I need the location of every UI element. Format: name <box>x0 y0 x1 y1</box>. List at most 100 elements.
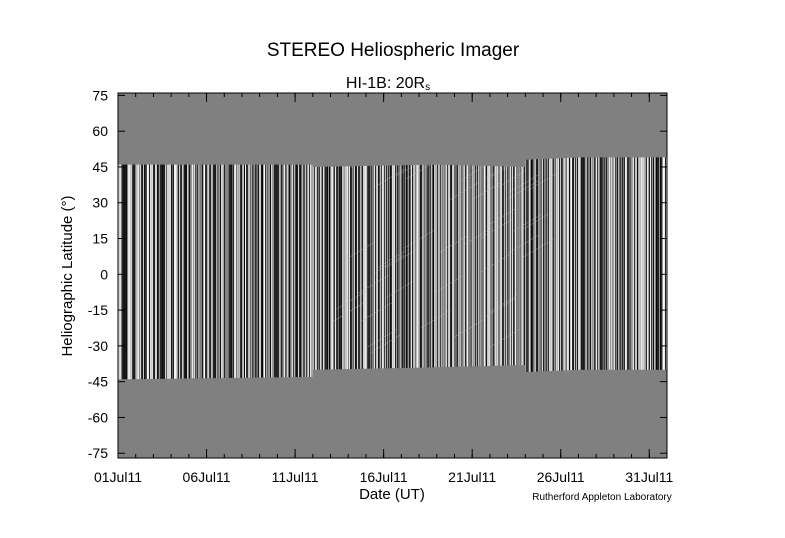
y-tick-label: 75 <box>92 87 108 103</box>
streak <box>168 157 170 380</box>
streak <box>519 157 521 380</box>
streak <box>366 157 368 380</box>
streak <box>323 157 324 380</box>
streak <box>370 157 372 380</box>
streak <box>590 157 592 380</box>
streak <box>653 157 655 380</box>
streak <box>612 157 614 380</box>
streak <box>160 157 162 380</box>
streak <box>477 157 479 380</box>
x-tick-label: 26Jul11 <box>537 469 585 485</box>
streak <box>292 157 294 380</box>
streak <box>428 157 429 380</box>
streak <box>289 157 291 380</box>
streak <box>423 157 425 380</box>
streak <box>354 157 356 380</box>
streak <box>287 157 289 380</box>
wave-feature <box>435 273 466 293</box>
streak <box>235 157 237 380</box>
streak <box>475 157 476 380</box>
streak <box>506 157 508 380</box>
streak <box>569 157 571 380</box>
streak <box>283 157 285 380</box>
streak <box>484 157 486 380</box>
wave-feature <box>480 253 511 273</box>
streak <box>163 157 164 380</box>
x-tick-label: 16Jul11 <box>360 469 408 485</box>
streak <box>170 157 172 380</box>
streak <box>158 157 159 380</box>
streak <box>572 157 574 380</box>
streak <box>227 157 229 380</box>
streak <box>349 157 351 380</box>
streak <box>265 157 267 380</box>
streak <box>470 157 472 380</box>
streak <box>434 157 436 380</box>
streak <box>330 157 331 380</box>
streak <box>242 157 244 380</box>
streak <box>648 157 650 380</box>
streak <box>542 157 544 380</box>
streak <box>474 157 475 380</box>
streak <box>600 157 602 380</box>
streak <box>314 157 315 380</box>
streak <box>178 157 180 380</box>
streak <box>278 157 280 380</box>
streak <box>467 157 469 380</box>
streak <box>312 157 313 380</box>
streak <box>518 157 519 380</box>
streak <box>332 157 334 380</box>
streak <box>172 157 174 380</box>
streak <box>363 157 364 380</box>
streak <box>586 157 587 380</box>
data-strip <box>118 157 667 380</box>
streak <box>346 157 348 380</box>
wave-feature <box>509 173 540 193</box>
streak <box>454 157 455 380</box>
streak <box>355 157 356 380</box>
streak <box>131 157 133 380</box>
streak <box>157 157 159 380</box>
streak <box>599 157 600 380</box>
streak <box>440 157 441 380</box>
streak <box>145 157 146 380</box>
streak <box>495 157 496 380</box>
streak <box>647 157 649 380</box>
streak <box>631 157 632 380</box>
streak <box>177 157 178 380</box>
streak <box>520 157 521 380</box>
streak <box>427 157 428 380</box>
streak <box>466 157 468 380</box>
streak <box>594 157 596 380</box>
streak <box>408 157 410 380</box>
streak <box>336 157 337 380</box>
streak <box>280 157 282 380</box>
streak <box>153 157 154 380</box>
y-tick-label: -30 <box>88 338 108 354</box>
streak <box>133 157 135 380</box>
streak <box>272 157 274 380</box>
streak <box>503 157 505 380</box>
streak <box>187 157 189 380</box>
streak <box>501 157 502 380</box>
streak <box>614 157 616 380</box>
streak <box>386 157 388 380</box>
streak <box>438 157 440 380</box>
streak <box>634 157 635 380</box>
streak <box>294 157 295 380</box>
streak <box>186 157 187 380</box>
streak <box>564 157 565 380</box>
streak <box>554 157 555 380</box>
streak <box>136 157 137 380</box>
x-tick-label: 01Jul11 <box>94 469 142 485</box>
subtitle-main: HI-1B: 20R <box>346 75 425 92</box>
streak <box>465 157 467 380</box>
wave-feature <box>386 279 417 298</box>
streak <box>538 157 539 380</box>
streak <box>129 157 131 380</box>
streak <box>509 157 511 380</box>
streak <box>410 157 411 380</box>
wave-feature <box>471 181 502 201</box>
streak <box>203 157 205 380</box>
streak <box>209 157 210 380</box>
